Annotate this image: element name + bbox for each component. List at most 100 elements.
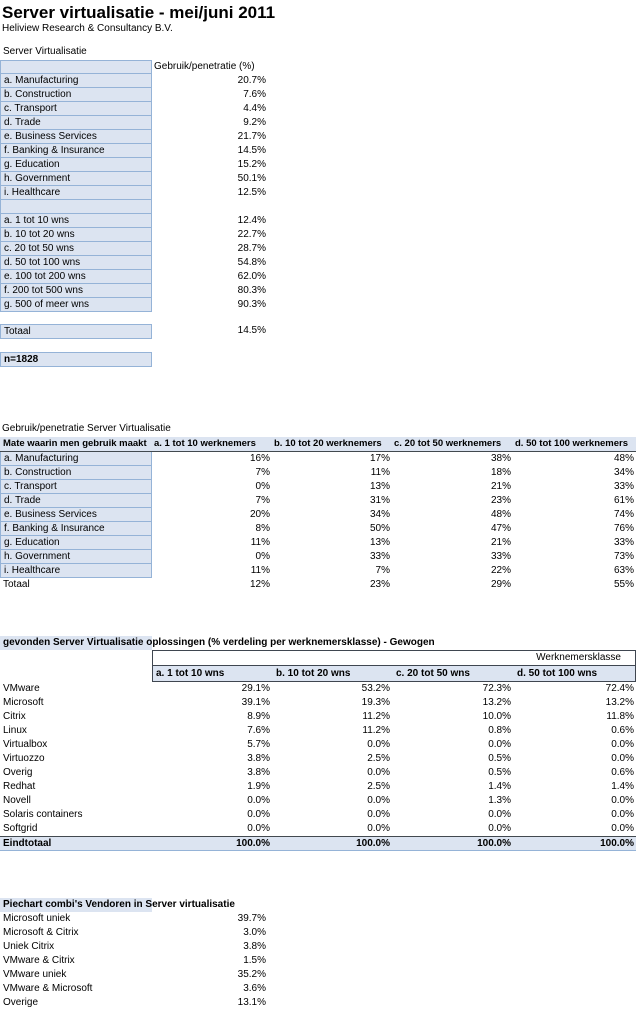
- col-header: d. 50 tot 100 werknemers: [515, 438, 628, 449]
- table-row: Novell 0.0% 0.0% 1.3% 0.0%: [0, 794, 636, 808]
- cell-value: 2.5%: [367, 753, 390, 764]
- cell-value: 21%: [490, 481, 511, 492]
- page-title: Server virtualisatie - mei/juni 2011: [2, 3, 276, 22]
- cell-value: 1.4%: [611, 781, 634, 792]
- table-row: f. Banking & Insurance 14.5%: [0, 144, 268, 158]
- row-value: 12.5%: [237, 187, 266, 198]
- row-value: 14.5%: [237, 145, 266, 156]
- cell-value: 48%: [613, 453, 634, 464]
- table-row: f. Banking & Insurance 8% 50% 47% 76%: [0, 522, 636, 536]
- row-label: Microsoft & Citrix: [3, 927, 79, 938]
- pie-title-row: Piechart combi's Vendoren in Server virt…: [0, 898, 636, 912]
- row-label: f. Banking & Insurance: [0, 522, 152, 536]
- row-label: e. Business Services: [0, 130, 152, 144]
- row-label: b. Construction: [0, 466, 152, 480]
- table3-group-header: Werknemersklasse: [152, 650, 636, 666]
- row-value: 1.5%: [243, 955, 266, 966]
- table-row: Redhat 1.9% 2.5% 1.4% 1.4%: [0, 780, 636, 794]
- row-value: 35.2%: [237, 969, 266, 980]
- cell-value: 2.5%: [367, 781, 390, 792]
- total-value: 100.0%: [356, 838, 390, 849]
- cell-value: 13%: [369, 537, 390, 548]
- cell-value: 0.0%: [488, 823, 511, 834]
- row-label: Microsoft: [3, 697, 44, 708]
- table1-section-label: Server Virtualisatie: [3, 46, 87, 57]
- cell-value: 10.0%: [482, 711, 511, 722]
- table-row: Softgrid 0.0% 0.0% 0.0% 0.0%: [0, 822, 636, 836]
- row-label: g. Education: [0, 158, 152, 172]
- table-row: h. Government 0% 33% 33% 73%: [0, 550, 636, 564]
- row-label: e. Business Services: [0, 508, 152, 522]
- row-value: 3.6%: [243, 983, 266, 994]
- table-row: e. Business Services 20% 34% 48% 74%: [0, 508, 636, 522]
- row-label: Softgrid: [3, 823, 38, 834]
- table-row: i. Healthcare 11% 7% 22% 63%: [0, 564, 636, 578]
- cell-value: 11%: [250, 565, 270, 576]
- row-value: 15.2%: [237, 159, 266, 170]
- total-value: 23%: [369, 579, 390, 590]
- row-value: 3.0%: [243, 927, 266, 938]
- total-value: 29%: [490, 579, 511, 590]
- row-label: d. 50 tot 100 wns: [0, 256, 152, 270]
- row-label: a. 1 tot 10 wns: [0, 214, 152, 228]
- cell-value: 5.7%: [247, 739, 270, 750]
- table-row: f. 200 tot 500 wns 80.3%: [0, 284, 268, 298]
- cell-value: 11.8%: [606, 711, 634, 722]
- cell-value: 0.0%: [367, 809, 390, 820]
- total-value: 55%: [613, 579, 634, 590]
- list-item: VMware uniek 35.2%: [0, 968, 268, 982]
- row-value: 39.7%: [237, 913, 266, 924]
- page-subtitle: Heliview Research & Consultancy B.V.: [2, 23, 173, 34]
- row-label: d. Trade: [0, 494, 152, 508]
- cell-value: 0.5%: [488, 767, 511, 778]
- title-highlight-cell: [0, 898, 152, 912]
- cell-value: 8%: [255, 523, 270, 534]
- cell-value: 0.0%: [611, 739, 634, 750]
- cell-value: 0.0%: [367, 739, 390, 750]
- table1-header-row: Gebruik/penetratie (%): [0, 60, 268, 74]
- col-header: d. 50 tot 100 wns: [517, 668, 598, 679]
- cell-value: 72.3%: [482, 683, 511, 694]
- row-value: 4.4%: [243, 103, 266, 114]
- table2-body: a. Manufacturing 16% 17% 38% 48% b. Cons…: [0, 452, 636, 578]
- cell-value: 13.2%: [482, 697, 511, 708]
- row-value: 20.7%: [237, 75, 266, 86]
- title-highlight-cell: [0, 636, 152, 650]
- col-header: b. 10 tot 20 wns: [276, 668, 351, 679]
- table-row: Overig 3.8% 0.0% 0.5% 0.6%: [0, 766, 636, 780]
- cell-value: 1.3%: [488, 795, 511, 806]
- row-label: i. Healthcare: [0, 564, 152, 578]
- col-header: c. 20 tot 50 werknemers: [394, 438, 502, 449]
- cell-value: 7%: [255, 467, 270, 478]
- cell-value: 34%: [613, 467, 634, 478]
- cell-value: 50%: [369, 523, 390, 534]
- row-label: c. 20 tot 50 wns: [0, 242, 152, 256]
- cell-value: 31%: [369, 495, 390, 506]
- row-value: 28.7%: [237, 243, 266, 254]
- row-label: Overige: [3, 997, 39, 1008]
- table1-value-header: Gebruik/penetratie (%): [154, 61, 255, 72]
- list-item: Microsoft uniek 39.7%: [0, 912, 268, 926]
- total-value: 100.0%: [600, 838, 634, 849]
- table-row: a. 1 tot 10 wns 12.4%: [0, 214, 268, 228]
- cell-value: 7.6%: [247, 725, 270, 736]
- cell-value: 0.0%: [367, 795, 390, 806]
- row-label: c. Transport: [0, 480, 152, 494]
- cell-value: 0.0%: [247, 809, 270, 820]
- cell-value: 11%: [370, 467, 390, 478]
- cell-value: 0.0%: [611, 809, 634, 820]
- table-row: c. Transport 4.4%: [0, 102, 268, 116]
- row-value: 50.1%: [237, 173, 266, 184]
- row-label: Virtualbox: [3, 739, 48, 750]
- cell-value: 11.2%: [362, 711, 390, 722]
- cell-value: 0.5%: [488, 753, 511, 764]
- table-row: g. 500 of meer wns 90.3%: [0, 298, 268, 312]
- cell-value: 0%: [255, 551, 270, 562]
- table-row: d. 50 tot 100 wns 54.8%: [0, 256, 268, 270]
- table-row: Linux 7.6% 11.2% 0.8% 0.6%: [0, 724, 636, 738]
- row-label: f. 200 tot 500 wns: [0, 284, 152, 298]
- row-label: Uniek Citrix: [3, 941, 55, 952]
- list-item: Overige 13.1%: [0, 996, 268, 1010]
- cell-value: 74%: [613, 509, 634, 520]
